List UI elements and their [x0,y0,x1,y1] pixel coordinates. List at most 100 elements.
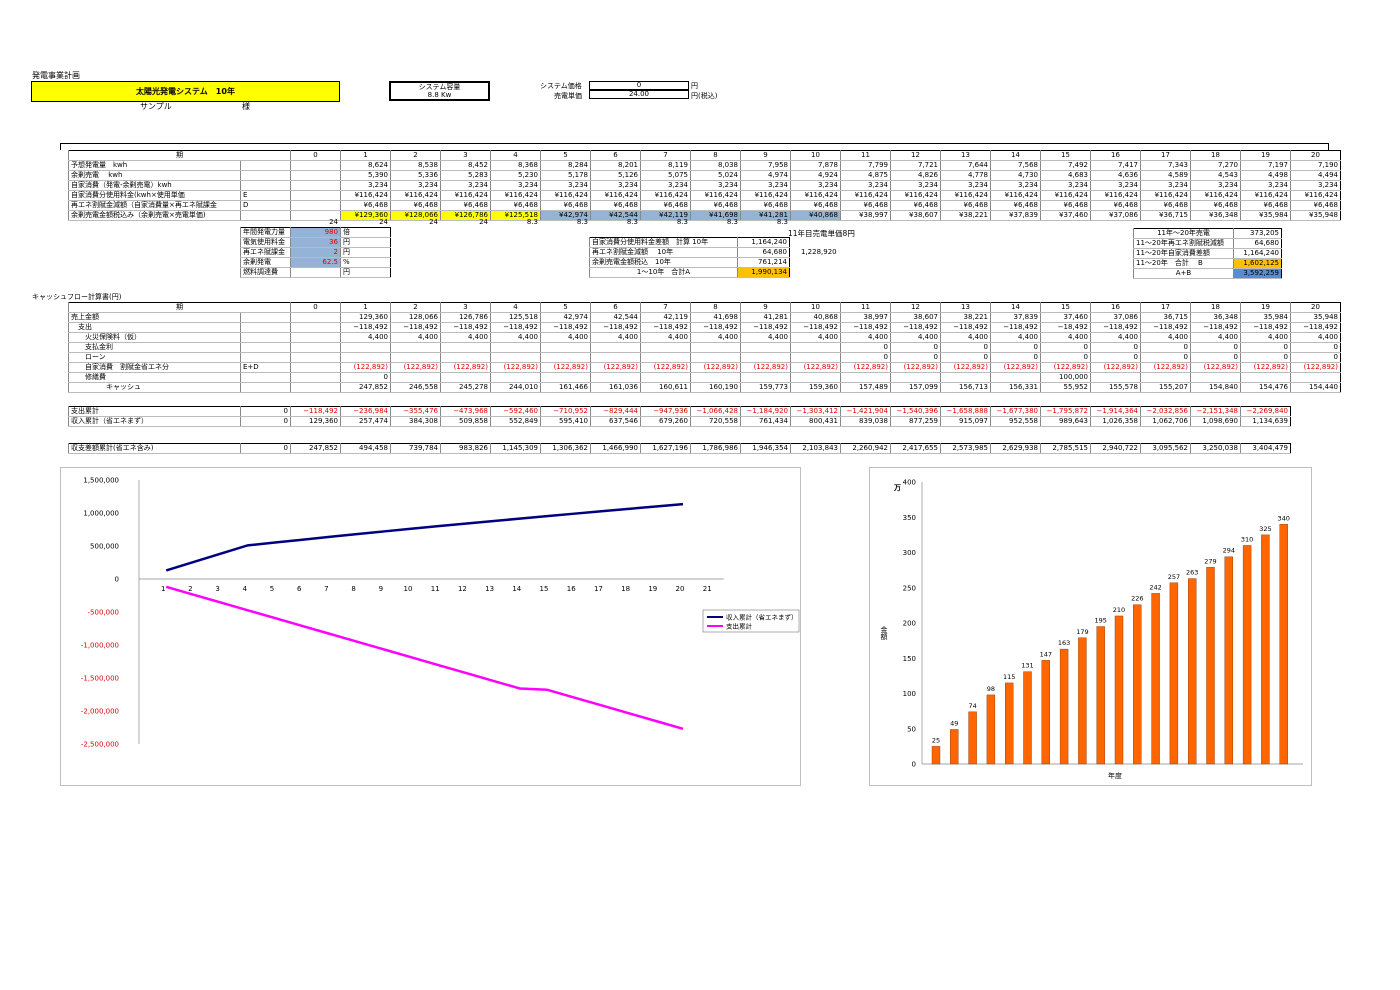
cashflow-cell: −118,492 [940,322,991,333]
plan-cell: 3,234 [1240,180,1291,191]
cashflow-cell [440,352,491,363]
cumulative-cell: 1,134,639 [1240,416,1291,427]
bar [1096,626,1105,765]
param-value[interactable]: 2 [290,247,341,258]
cumulative-cell: −118,492 [290,406,341,417]
cumulative-cell: 0 [240,406,291,417]
plan-cell: 4,924 [790,170,841,181]
cashflow-cell: 154,440 [1290,382,1341,393]
right-summary-label: 11年～20年売電 [1133,228,1234,239]
y-tick-label: 0 [912,761,916,769]
plan-cell: ¥116,424 [440,190,491,201]
cashflow-cell: 42,119 [640,312,691,323]
plan-header-cell: 17 [1140,150,1191,161]
cumulative-cell: 877,259 [890,416,941,427]
cashflow-row-code [240,382,291,393]
cashflow-row-label: 修繕費 [68,372,241,383]
bar-data-label: 263 [1186,569,1198,577]
cumulative-cell: 915,097 [940,416,991,427]
cumulative-cell: 0 [240,416,291,427]
plan-cell: 7,343 [1140,160,1191,171]
bar [1133,604,1142,765]
cashflow-cell [690,342,741,353]
plan-cell: 4,543 [1190,170,1241,181]
param-unit: 円 [340,247,391,258]
cashflow-cell [1140,372,1191,383]
plan-row-label: 自家消費分使用料金(kwh×使用単価 [68,190,241,201]
cashflow-header-cell: 10 [790,302,841,313]
cumulative-cell: 1,946,354 [740,443,791,454]
cashflow-cell: 157,099 [890,382,941,393]
plan-cell: 8,038 [690,160,741,171]
cumulative-cell: −355,476 [390,406,441,417]
cumulative-cell: 739,784 [390,443,441,454]
cumulative-cell: −1,184,920 [740,406,791,417]
price-value[interactable]: 0 [589,81,689,90]
cashflow-row-label: 売上金額 [68,312,241,323]
x-tick-label: 19 [648,585,657,593]
cashflow-cell: 0 [890,352,941,363]
plan-row-code: E [240,190,291,201]
param-value[interactable]: 36 [290,237,341,248]
mid-summary-value: 1,164,240 [737,237,790,248]
cumulative-cell: −829,444 [590,406,641,417]
param-row: 余剰発電 62.5% [240,257,391,268]
plan-cell: ¥116,424 [640,190,691,201]
plan-cell: 7,721 [890,160,941,171]
cashflow-cell: (122,892) [340,362,391,373]
banner-title: 太陽光発電システム 10年 [31,81,340,102]
net-cumulative-table: 収支差額累計(省エネ含み) 0 247,852 494,458 739,784 983,8… [68,443,1291,454]
cashflow-cell: 155,578 [1090,382,1141,393]
cashflow-cell: (122,892) [990,362,1041,373]
plan-cell: 8,119 [640,160,691,171]
plan-cell: ¥116,424 [1290,190,1341,201]
mid-summary-value: 1,990,134 [737,267,790,278]
right-summary-value: 1,602,125 [1233,258,1282,269]
param-unit: % [340,257,391,268]
rates-row-cells: 24 24 24 24 8.3 8.3 8.3 8.3 8.3 8.3 [68,218,1340,228]
plan-cell: 7,190 [1290,160,1341,171]
x-tick-label: 9 [379,585,383,593]
cashflow-cell: 4,400 [490,332,541,343]
cashflow-cell: 0 [940,352,991,363]
cashflow-cell [390,352,441,363]
plan-cell: 3,234 [690,180,741,191]
cashflow-cell: 0 [1040,352,1091,363]
plan-cell: ¥6,468 [440,200,491,211]
param-value[interactable]: 980 [290,227,341,238]
cashflow-cell: −118,492 [740,322,791,333]
plan-cell: ¥116,424 [1140,190,1191,201]
cashflow-cell: 156,713 [940,382,991,393]
cashflow-cell: (122,892) [390,362,441,373]
plan-cell: 7,878 [790,160,841,171]
bar [1059,648,1069,765]
mid-summary-label: 1～10年 合計A [589,267,738,278]
cumulative-cell: 1,098,690 [1190,416,1241,427]
plan-cell: 3,234 [890,180,941,191]
cashflow-cell: 0 [1040,342,1091,353]
unit-price-value[interactable]: 24.00 [589,90,689,99]
plan-cell: ¥116,424 [1190,190,1241,201]
cashflow-cell: 0 [1290,342,1341,353]
cashflow-cell: 4,400 [990,332,1041,343]
line-chart-legend: 収入累計（省エネまず）支出累計 [702,609,800,633]
doc-title: 発電事業計画 [32,71,80,80]
plan-cell [290,210,341,221]
plan-cell: 5,390 [340,170,391,181]
cashflow-cell: −118,492 [490,322,541,333]
cashflow-cell [790,352,841,363]
cumulative-cell: 1,786,986 [690,443,741,454]
bar [1023,671,1032,765]
cumulative-cell: −1,914,364 [1090,406,1141,417]
right-summary-label: 11～20年再エネ割賦税減額 [1133,238,1234,249]
cashflow-cell [1240,372,1291,383]
cashflow-cell [790,342,841,353]
x-tick-label: 11 [431,585,440,593]
cashflow-header-cell: 2 [390,302,441,313]
cashflow-cell [490,342,541,353]
plan-cell: 3,234 [840,180,891,191]
plan-cell: ¥116,424 [340,190,391,201]
param-value[interactable]: 62.5 [290,257,341,268]
cashflow-cell: 4,400 [1040,332,1091,343]
right-summary-value: 3,592,259 [1233,268,1282,279]
